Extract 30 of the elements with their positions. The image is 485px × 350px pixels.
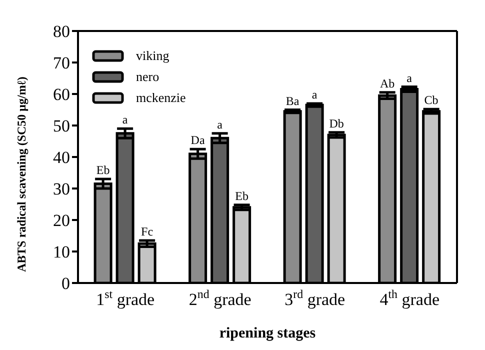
y-tick-label: 20	[53, 211, 70, 230]
data-label: a	[122, 112, 128, 127]
data-label: Db	[329, 116, 344, 130]
x-tick-label: 1$^{st}$ grade	[96, 287, 155, 309]
data-label: a	[312, 87, 318, 102]
y-tick-label: 80	[53, 22, 70, 42]
y-tick-label: 50	[53, 116, 70, 136]
y-axis-title: ABTS radical scavening (SC50 μg/mℓ)	[14, 76, 28, 272]
data-label: Da	[190, 133, 206, 148]
data-label: a	[217, 117, 224, 132]
legend-label: nero	[136, 69, 160, 85]
x-tick-label: 3$^{rd}$ grade	[284, 287, 346, 309]
x-axis-title: ripening stages	[219, 326, 316, 342]
x-tick-label: 2$^{nd}$ grade	[188, 287, 252, 309]
y-tick-label: 60	[53, 85, 70, 104]
data-label: Cb	[424, 93, 438, 108]
data-label: Eb	[235, 188, 248, 203]
data-label: Fc	[141, 224, 154, 238]
legend-label: mckenzie	[136, 90, 186, 106]
y-tick-label: 40	[53, 148, 70, 168]
y-tick-label: 10	[53, 242, 70, 262]
legend-label: viking	[136, 48, 170, 64]
data-label: Ab	[380, 76, 395, 90]
x-tick-label: 4$^{th}$ grade	[380, 287, 440, 309]
data-label: Ba	[286, 94, 300, 108]
data-label: Eb	[96, 163, 110, 178]
y-tick-label: 70	[53, 54, 70, 73]
y-tick-label: 0	[62, 274, 70, 294]
y-tick-label: 30	[53, 180, 70, 199]
data-label: a	[406, 70, 413, 85]
